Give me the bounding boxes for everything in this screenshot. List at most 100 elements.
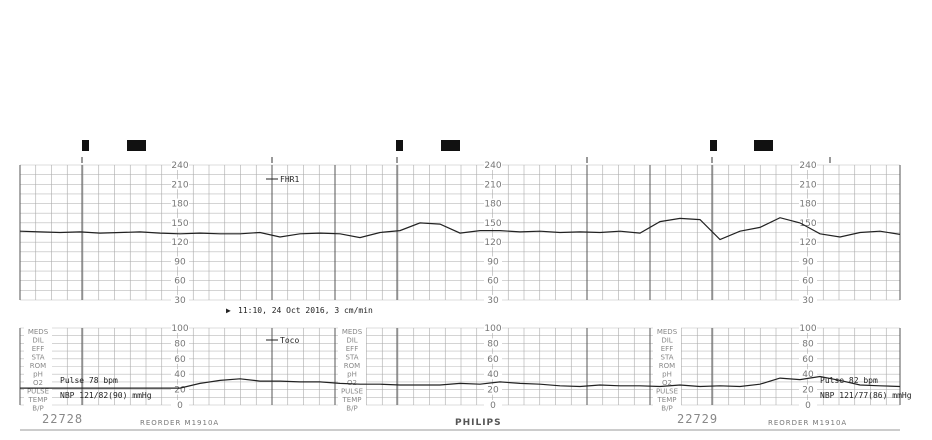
side-label: DIL: [661, 337, 672, 345]
toco-tick-bg: [171, 369, 189, 380]
side-label: EFF: [346, 345, 358, 353]
fhr-tick-label: 150: [484, 219, 501, 229]
fhr1-legend: FHR1: [280, 175, 299, 184]
toco-tick-label: 80: [487, 339, 499, 349]
toco-tick-bg: [484, 400, 502, 410]
toco-tick-label: 100: [484, 324, 501, 334]
fhr-tick-bg: [484, 198, 502, 209]
toco-tick-label: 80: [802, 339, 814, 349]
fhr-tick-label: 30: [487, 296, 499, 306]
event-marker: [82, 140, 89, 151]
fhr-tick-label: 60: [487, 277, 499, 287]
side-label-bg: [338, 395, 366, 404]
fhr-tick-label: 60: [174, 277, 186, 287]
fhr-tick-label: 210: [799, 180, 816, 190]
page-number-1: 22728: [42, 412, 83, 426]
event-marker: [396, 140, 403, 151]
fhr-tick-label: 210: [484, 180, 501, 190]
toco-trace: [20, 375, 901, 389]
side-label-bg: [653, 344, 681, 353]
event-marker: [127, 140, 146, 151]
side-label-bg: [24, 378, 52, 387]
side-label: EFF: [32, 345, 44, 353]
side-label-bg: [653, 361, 681, 370]
toco-tick-label: 60: [174, 355, 186, 365]
toco-tick-bg: [171, 323, 189, 333]
fhr-tick-label: 90: [487, 257, 499, 267]
side-label: PULSE: [27, 388, 49, 396]
fhr-tick-label: 60: [802, 277, 814, 287]
side-label: TEMP: [28, 396, 48, 404]
toco-tick-bg: [799, 323, 817, 333]
fhr-tick-bg: [484, 295, 502, 305]
side-label-bg: [653, 370, 681, 379]
toco-tick-label: 0: [177, 401, 183, 411]
toco-grid: [19, 327, 901, 406]
fhr-tick-label: 120: [799, 238, 816, 248]
fhr-tick-bg: [171, 179, 189, 190]
fhr-tick-label: 240: [799, 161, 816, 171]
side-label: B/P: [346, 405, 357, 413]
toco-tick-label: 100: [171, 324, 188, 334]
event-marker: [441, 140, 460, 151]
side-labels: MEDSDILEFFSTAROMpHO2PULSETEMPB/PMEDSDILE…: [24, 327, 681, 413]
fhr-tick-label: 150: [171, 219, 188, 229]
fhr-tick-bg: [171, 160, 189, 170]
toco-tick-label: 40: [487, 370, 499, 380]
side-label-bg: [338, 336, 366, 345]
toco-tick-bg: [484, 384, 502, 395]
side-label: pH: [662, 371, 672, 379]
fhr-tick-bg: [171, 295, 189, 305]
philips-logo: PHILIPS: [455, 418, 502, 428]
toco-tick-bg: [799, 353, 817, 364]
fhr-tick-label: 150: [799, 219, 816, 229]
toco-tick-bg: [484, 353, 502, 364]
side-label: DIL: [346, 337, 357, 345]
side-label: B/P: [661, 405, 672, 413]
fhr-tick-bg: [799, 256, 817, 267]
toco-tick-bg: [171, 384, 189, 395]
side-label-bg: [24, 344, 52, 353]
toco-tick-bg: [171, 353, 189, 364]
toco-tick-bg: [799, 400, 817, 410]
fhr-tick-bg: [799, 198, 817, 209]
fhr-tick-bg: [799, 237, 817, 248]
toco-tick-label: 80: [174, 339, 186, 349]
side-label-bg: [653, 395, 681, 404]
toco-tick-label: 20: [487, 386, 499, 396]
toco-tick-label: 60: [802, 355, 814, 365]
fhr-tick-label: 180: [799, 200, 816, 210]
side-label: pH: [33, 371, 43, 379]
page-number-2: 22729: [677, 412, 718, 426]
side-label: ROM: [659, 362, 675, 370]
toco-tick-bg: [799, 338, 817, 349]
fhr-tick-bg: [171, 275, 189, 286]
toco-tick-bg: [484, 323, 502, 333]
fhr-tick-label: 210: [171, 180, 188, 190]
side-label: O2: [347, 379, 357, 387]
side-label-bg: [338, 387, 366, 396]
event-marker: [710, 140, 717, 151]
fhr-tick-label: 180: [484, 200, 501, 210]
fhr-tick-label: 240: [484, 161, 501, 171]
pulse-reading-2: Pulse 82 bpm: [820, 376, 878, 385]
side-label: STA: [661, 354, 674, 362]
side-label: STA: [346, 354, 359, 362]
flag-icon: ▶: [226, 306, 231, 315]
side-label: PULSE: [656, 388, 678, 396]
toco-tick-bg: [171, 338, 189, 349]
nbp-reading-1: NBP 121/82(90) mmHg: [60, 391, 152, 400]
fhr-tick-label: 180: [171, 200, 188, 210]
fhr-tick-label: 90: [802, 257, 814, 267]
side-label-bg: [24, 387, 52, 396]
fhr-tick-bg: [171, 256, 189, 267]
side-label: B/P: [32, 405, 43, 413]
fhr-tick-label: 30: [802, 296, 814, 306]
fhr-tick-label: 120: [484, 238, 501, 248]
side-label: TEMP: [657, 396, 677, 404]
pulse-reading-1: Pulse 78 bpm: [60, 376, 118, 385]
side-label-bg: [24, 395, 52, 404]
side-label-bg: [653, 378, 681, 387]
side-label: O2: [662, 379, 672, 387]
